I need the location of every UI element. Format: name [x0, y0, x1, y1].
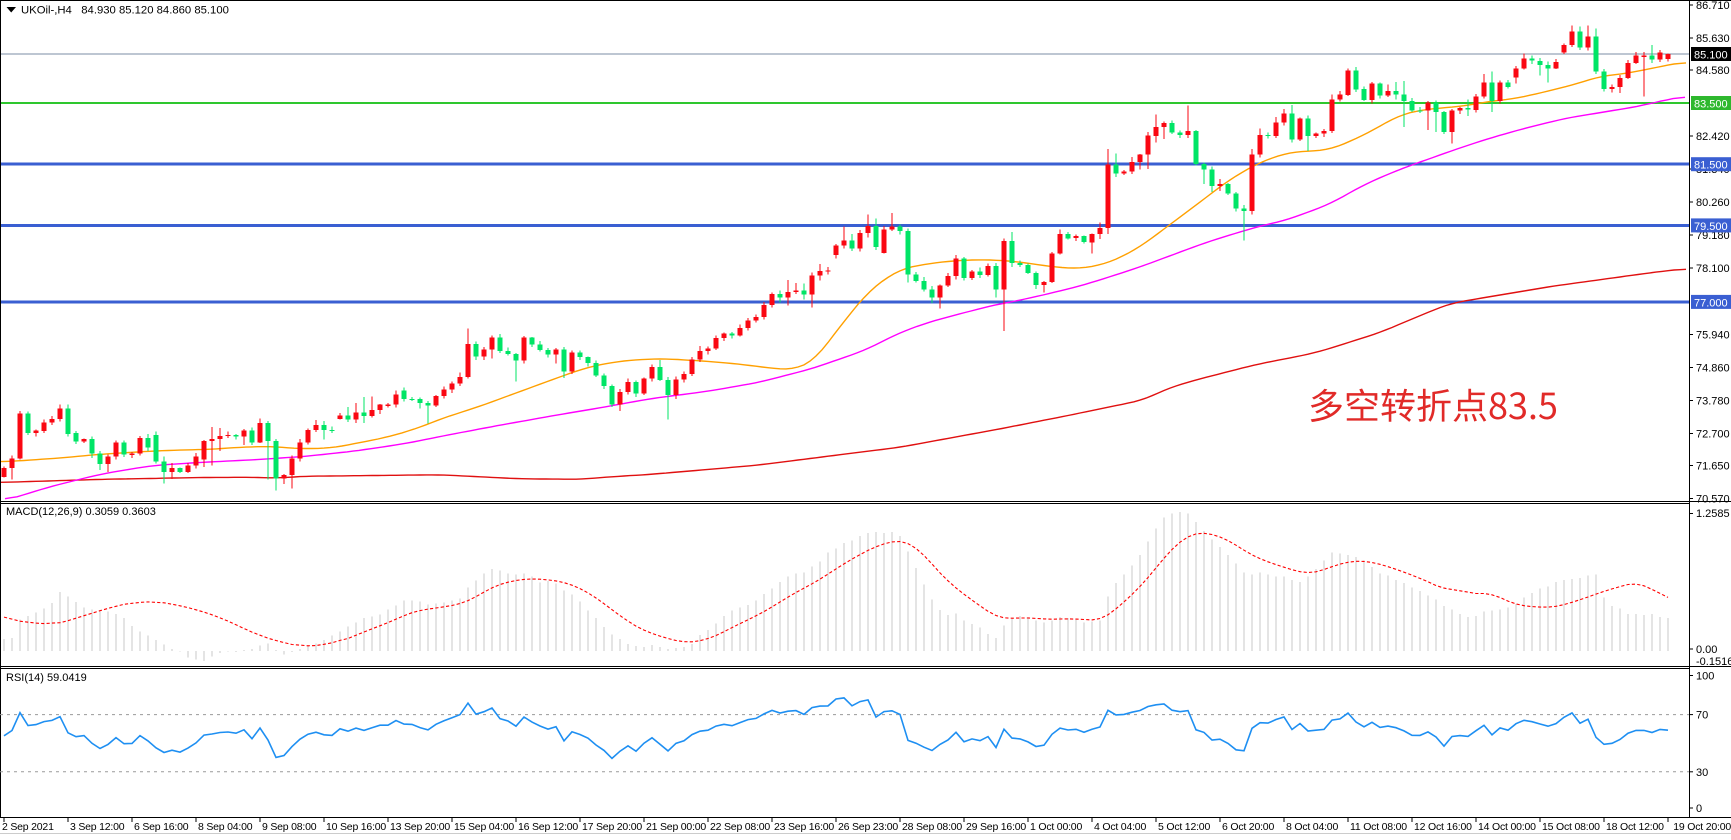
svg-text:MACD(12,26,9) 0.3059 0.3603: MACD(12,26,9) 0.3059 0.3603 [6, 506, 156, 518]
svg-text:71.650: 71.650 [1696, 461, 1730, 473]
svg-text:6 Oct 20:00: 6 Oct 20:00 [1222, 821, 1274, 833]
svg-text:22 Sep 08:00: 22 Sep 08:00 [710, 821, 770, 833]
svg-text:15 Oct 08:00: 15 Oct 08:00 [1542, 821, 1600, 833]
svg-text:1.2585: 1.2585 [1696, 508, 1730, 520]
svg-text:79.500: 79.500 [1694, 221, 1728, 233]
svg-text:17 Sep 20:00: 17 Sep 20:00 [582, 821, 642, 833]
svg-text:9 Sep 08:00: 9 Sep 08:00 [262, 821, 317, 833]
svg-text:85.630: 85.630 [1696, 33, 1730, 45]
svg-text:85.100: 85.100 [1694, 50, 1728, 62]
svg-text:15 Sep 04:00: 15 Sep 04:00 [454, 821, 514, 833]
svg-text:19 Oct 20:00: 19 Oct 20:00 [1673, 821, 1731, 833]
svg-text:72.700: 72.700 [1696, 429, 1730, 441]
svg-text:11 Oct 08:00: 11 Oct 08:00 [1350, 821, 1407, 833]
svg-text:100: 100 [1696, 671, 1714, 683]
svg-text:83.500: 83.500 [1694, 99, 1728, 111]
svg-text:28 Sep 08:00: 28 Sep 08:00 [902, 821, 962, 833]
svg-text:5 Oct 12:00: 5 Oct 12:00 [1158, 821, 1210, 833]
svg-text:13 Sep 20:00: 13 Sep 20:00 [390, 821, 450, 833]
svg-text:86.710: 86.710 [1696, 0, 1730, 12]
svg-text:82.420: 82.420 [1696, 131, 1730, 143]
svg-text:UKOil-,H4 84.930 85.120 84.8: UKOil-,H4 84.930 85.120 84.860 85.100 [21, 5, 229, 17]
svg-text:12 Oct 16:00: 12 Oct 16:00 [1414, 821, 1472, 833]
svg-text:3 Sep 12:00: 3 Sep 12:00 [70, 821, 125, 833]
svg-text:77.000: 77.000 [1694, 297, 1728, 309]
svg-text:1 Oct 00:00: 1 Oct 00:00 [1030, 821, 1082, 833]
svg-text:21 Sep 00:00: 21 Sep 00:00 [646, 821, 706, 833]
svg-text:-0.1516: -0.1516 [1696, 656, 1731, 668]
svg-text:79.180: 79.180 [1696, 230, 1730, 242]
svg-text:4 Oct 04:00: 4 Oct 04:00 [1094, 821, 1146, 833]
svg-text:2 Sep 2021: 2 Sep 2021 [2, 821, 54, 833]
svg-text:8 Oct 04:00: 8 Oct 04:00 [1286, 821, 1338, 833]
svg-text:75.940: 75.940 [1696, 329, 1730, 341]
svg-text:81.500: 81.500 [1694, 160, 1728, 172]
svg-text:8 Sep 04:00: 8 Sep 04:00 [198, 821, 253, 833]
svg-text:78.100: 78.100 [1696, 263, 1730, 275]
svg-text:14 Oct 00:00: 14 Oct 00:00 [1478, 821, 1536, 833]
svg-text:30: 30 [1696, 767, 1708, 779]
svg-text:18 Oct 12:00: 18 Oct 12:00 [1606, 821, 1664, 833]
svg-text:74.860: 74.860 [1696, 362, 1730, 374]
svg-text:10 Sep 16:00: 10 Sep 16:00 [326, 821, 386, 833]
svg-text:RSI(14) 59.0419: RSI(14) 59.0419 [6, 672, 87, 684]
svg-text:6 Sep 16:00: 6 Sep 16:00 [134, 821, 189, 833]
svg-text:23 Sep 16:00: 23 Sep 16:00 [774, 821, 834, 833]
svg-text:80.260: 80.260 [1696, 197, 1730, 209]
svg-text:26 Sep 23:00: 26 Sep 23:00 [838, 821, 898, 833]
svg-text:16 Sep 12:00: 16 Sep 12:00 [518, 821, 578, 833]
svg-text:0.00: 0.00 [1696, 644, 1717, 656]
svg-text:0: 0 [1696, 803, 1702, 815]
svg-text:84.580: 84.580 [1696, 65, 1730, 77]
svg-text:70.570: 70.570 [1696, 494, 1730, 506]
svg-text:73.780: 73.780 [1696, 395, 1730, 407]
svg-text:70: 70 [1696, 710, 1708, 722]
svg-text:29 Sep 16:00: 29 Sep 16:00 [966, 821, 1026, 833]
